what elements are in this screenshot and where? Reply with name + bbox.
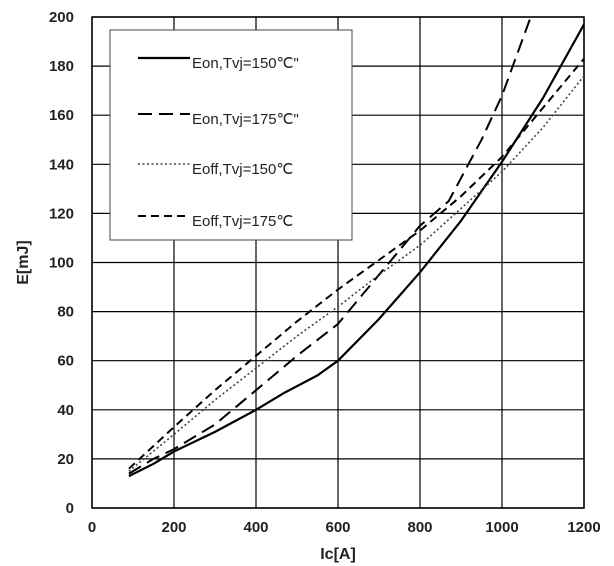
y-tick-label: 160 (49, 107, 74, 124)
y-tick-label: 120 (49, 205, 74, 222)
legend-label-4: Eoff,Tvj=175℃ (192, 213, 293, 230)
x-tick-label: 800 (407, 519, 432, 536)
x-tick-label: 200 (161, 519, 186, 536)
y-tick-labels: 0 20 40 60 80 100 120 140 160 180 200 (49, 9, 74, 517)
y-tick-label: 140 (49, 156, 74, 173)
y-tick-label: 60 (57, 353, 74, 370)
series-line-4 (128, 58, 584, 470)
x-tick-label: 600 (325, 519, 350, 536)
y-tick-label: 100 (49, 255, 74, 272)
x-tick-label: 1000 (485, 519, 518, 536)
y-tick-label: 180 (49, 58, 74, 75)
legend-label-2: Eon,Tvj=175℃" (192, 111, 299, 128)
plot-area (91, 16, 585, 509)
series-line-2 (128, 17, 532, 475)
series-line-1 (128, 23, 584, 478)
x-tick-labels: 0 200 400 600 800 1000 1200 (88, 519, 601, 536)
y-tick-label: 80 (57, 304, 74, 321)
y-tick-label: 20 (57, 451, 74, 468)
legend-box (109, 29, 353, 241)
legend-label-1: Eon,Tvj=150℃" (192, 55, 299, 72)
x-tick-label: 400 (243, 519, 268, 536)
x-tick-label: 1200 (567, 519, 600, 536)
x-axis-label: Ic[A] (320, 546, 356, 563)
x-tick-label: 0 (88, 519, 96, 536)
y-tick-label: 0 (66, 500, 74, 517)
y-axis-label: E[mJ] (15, 240, 32, 284)
legend-label-3: Eoff,Tvj=150℃ (192, 161, 293, 178)
series-layer (128, 17, 584, 478)
y-tick-label: 200 (49, 9, 74, 26)
legend: Eon,Tvj=150℃" Eon,Tvj=175℃" Eoff,Tvj=150℃ E… (109, 29, 353, 241)
y-tick-label: 40 (57, 402, 74, 419)
